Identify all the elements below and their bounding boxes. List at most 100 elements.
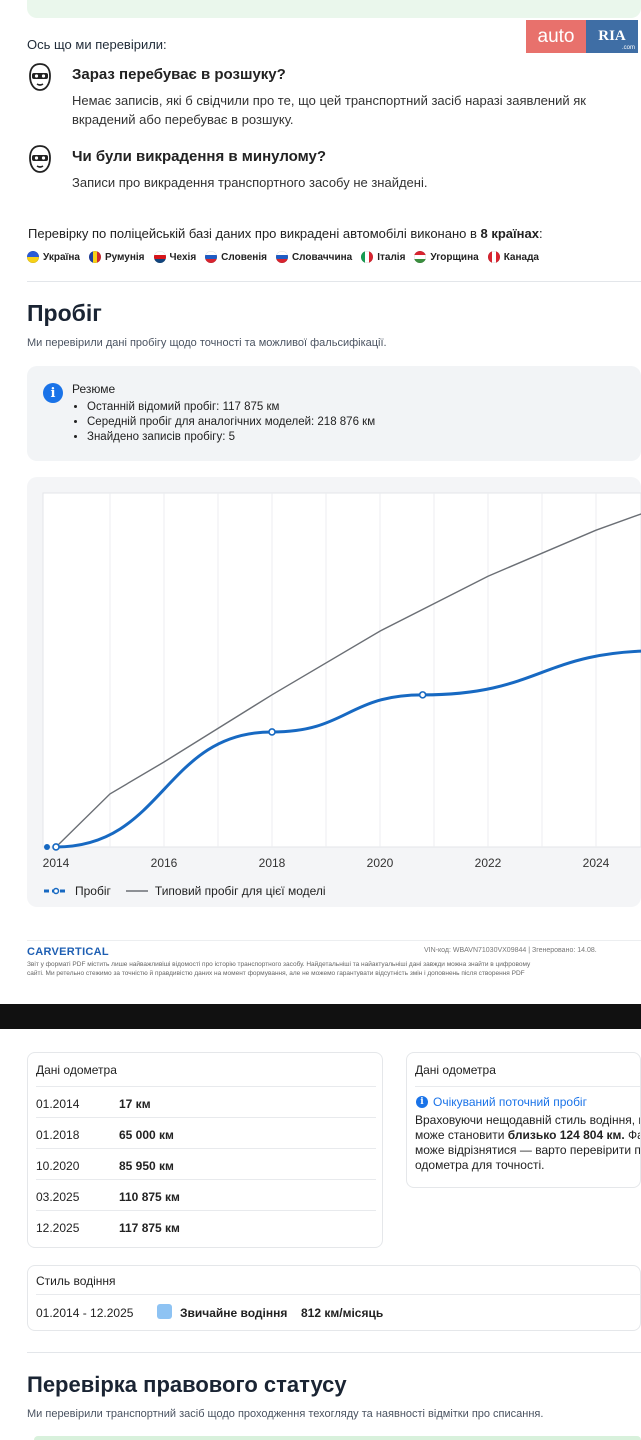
country-name: Україна — [43, 251, 80, 263]
theft-answer: Записи про викрадення транспортного засо… — [72, 175, 428, 190]
estimated-mileage-card: Дані одометра i Очікуваний поточний проб… — [406, 1052, 641, 1188]
divider — [36, 1294, 641, 1295]
summary-item: Останній відомий пробіг: 117 875 км — [87, 400, 375, 415]
estimate-card-title: Дані одометра — [415, 1063, 496, 1077]
flag-icon — [414, 251, 427, 263]
driving-style-card: Стиль водіння 01.2014 - 12.2025 Звичайне… — [27, 1265, 641, 1331]
autoria-logo-suffix: .com — [621, 45, 635, 51]
country-item: Угорщина — [414, 251, 479, 263]
report-meta: VIN-код: WBAVN71030VX09844 | Згенеровано… — [424, 947, 597, 954]
disclaimer-line: Звіт у форматі PDF містить лише найважли… — [27, 961, 531, 968]
odometer-date: 03.2025 — [36, 1190, 80, 1204]
country-name: Словаччина — [291, 251, 353, 263]
odometer-date: 01.2014 — [36, 1097, 80, 1111]
estimate-line: може відрізнятися — варто перевірити п — [415, 1143, 641, 1157]
legend-typical-marker — [125, 890, 148, 892]
estimate-heading-text: Очікуваний поточний пробіг — [433, 1095, 587, 1109]
mileage-heading: Пробіг — [27, 300, 102, 326]
estimate-line: одометра для точності. — [415, 1158, 545, 1172]
country-item: Румунія — [88, 251, 145, 263]
police-text-countries-count: 8 країнах — [480, 226, 540, 241]
legend-typical-label: Типовий пробіг для цієї моделі — [154, 884, 326, 898]
country-name: Румунія — [104, 251, 145, 263]
country-name: Угорщина — [430, 251, 479, 263]
typical-mileage-line — [55, 513, 641, 848]
police-text-after: : — [539, 226, 543, 241]
chart-legend: Пробіг Типовий пробіг для цієї моделі — [43, 884, 326, 898]
legend-item-mileage: Пробіг — [43, 884, 111, 898]
x-tick-label: 2014 — [43, 856, 70, 870]
odometer-row: 12.2025 117 875 км — [36, 1210, 376, 1241]
driving-style-name: Звичайне водіння — [180, 1306, 288, 1320]
flag-icon — [275, 251, 288, 263]
odometer-row: 10.2020 85 950 км — [36, 1148, 376, 1179]
legal-status-subtitle: Ми перевірили транспортний засіб щодо пр… — [27, 1408, 544, 1420]
country-item: Чехія — [153, 251, 197, 263]
x-tick-label: 2024 — [583, 856, 610, 870]
autoria-logo-ria: RIA .com — [586, 20, 638, 53]
driving-style-rate: 812 км/місяць — [301, 1306, 384, 1320]
flag-icon — [88, 251, 101, 263]
driving-style-title: Стиль водіння — [36, 1274, 116, 1288]
odometer-value: 17 км — [119, 1097, 151, 1111]
mileage-point — [44, 844, 50, 850]
country-name: Італія — [377, 251, 406, 263]
estimate-heading: i Очікуваний поточний пробіг — [416, 1095, 587, 1109]
legal-status-heading: Перевірка правового статусу — [27, 1372, 347, 1397]
autoria-logo-ria-text: RIA — [598, 28, 626, 44]
estimate-line: може становити близько 124 804 км. Фа — [415, 1128, 640, 1143]
driving-style-range: 01.2014 - 12.2025 — [36, 1306, 134, 1320]
odometer-row: 01.2018 65 000 км — [36, 1117, 376, 1148]
summary-list: Останній відомий пробіг: 117 875 км Сере… — [87, 400, 375, 445]
estimate-value: близько 124 804 км. — [507, 1128, 625, 1142]
country-name: Канада — [503, 251, 539, 263]
country-item: Канада — [487, 251, 539, 263]
autoria-logo-auto: auto — [526, 20, 586, 53]
estimate-line-part: Фа — [628, 1128, 640, 1142]
x-tick-label: 2022 — [475, 856, 502, 870]
divider — [415, 1086, 640, 1087]
thief-mask-icon — [29, 145, 51, 173]
odometer-title: Дані одометра — [36, 1063, 117, 1077]
country-item: Словаччина — [275, 251, 353, 263]
estimate-line-part: може становити — [415, 1128, 508, 1142]
mileage-point — [418, 691, 427, 699]
divider — [27, 940, 641, 941]
estimate-line: Враховуючи нещодавній стиль водіння, п — [415, 1113, 641, 1127]
page-break — [0, 1004, 641, 1029]
country-name: Чехія — [169, 251, 197, 263]
status-banner-partial — [27, 0, 641, 18]
estimate-body: Враховуючи нещодавній стиль водіння, п м… — [415, 1113, 641, 1173]
x-tick-label: 2016 — [151, 856, 178, 870]
odometer-date: 01.2018 — [36, 1128, 80, 1142]
summary-title: Резюме — [72, 382, 116, 396]
chart-plot-area — [42, 492, 641, 848]
police-database-text: Перевірку по поліцейській базі даних про… — [28, 226, 543, 241]
carvertical-logo: CARVERTICAL — [27, 946, 109, 958]
mileage-line — [55, 649, 641, 849]
status-banner-partial — [34, 1436, 641, 1440]
legend-mileage-label: Пробіг — [75, 884, 111, 898]
odometer-value: 110 875 км — [119, 1190, 180, 1204]
odometer-row: 01.2014 17 км — [36, 1086, 376, 1117]
theft-answer: Немає записів, які б свідчили про те, що… — [72, 93, 586, 127]
country-item: Україна — [27, 251, 80, 263]
odometer-value: 117 875 км — [119, 1221, 180, 1235]
summary-item: Знайдено записів пробігу: 5 — [87, 430, 375, 445]
flag-icon — [361, 251, 374, 263]
odometer-card: Дані одометра 01.2014 17 км 01.2018 65 000… — [27, 1052, 383, 1248]
odometer-date: 12.2025 — [36, 1221, 80, 1235]
mileage-point — [52, 843, 60, 851]
flag-icon — [153, 251, 166, 263]
odometer-date: 10.2020 — [36, 1159, 80, 1173]
country-name: Словенія — [221, 251, 267, 263]
legend-item-typical: Типовий пробіг для цієї моделі — [125, 884, 326, 898]
report-disclaimer: Звіт у форматі PDF містить лише найважли… — [27, 960, 641, 978]
odometer-value: 65 000 км — [119, 1128, 174, 1142]
info-icon: i — [43, 383, 63, 403]
info-icon: i — [416, 1096, 428, 1108]
country-list: Україна Румунія Чехія Словенія Словаччина Іта… — [27, 251, 539, 263]
flag-icon — [205, 251, 218, 263]
disclaimer-line: сайті. Ми ретельно стежимо за точністю й… — [27, 970, 525, 977]
theft-question: Зараз перебуває в розшуку? — [72, 66, 286, 83]
